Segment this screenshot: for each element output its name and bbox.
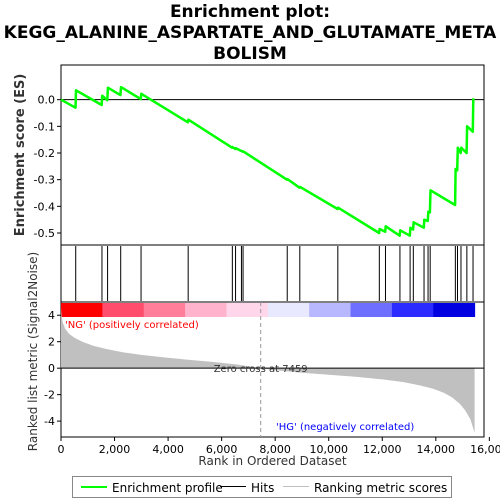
es-y-tick-label: 0.0: [38, 94, 56, 107]
x-tick-label: 2,000: [99, 443, 131, 456]
positive-correlation-label: 'NG' (positively correlated): [65, 320, 199, 331]
x-tick-label: 10,000: [309, 443, 348, 456]
legend-item-ranking-metric: Ranking metric scores: [283, 481, 447, 495]
title-line-3: BOLISM: [213, 44, 287, 64]
colorbar-segment: [143, 303, 186, 317]
title-line-1: Enrichment plot:: [169, 2, 331, 22]
es-y-tick-label: -0.2: [34, 147, 55, 160]
ranking-metric-area: [61, 307, 475, 433]
legend-swatch-gray-line: [283, 486, 309, 487]
metric-y-axis-label: Ranked list metric (Signal2Noise): [26, 252, 40, 451]
hits-plot: [75, 246, 474, 301]
x-tick-label: 14,000: [417, 443, 456, 456]
title-line-2: KEGG_ALANINE_ASPARTATE_AND_GLUTAMATE_MET…: [3, 23, 497, 43]
negative-correlation-label: 'HG' (negatively correlated): [276, 422, 414, 433]
es-y-tick-label: -0.3: [34, 174, 55, 187]
metric-y-tick-label: 2: [48, 336, 55, 349]
colorbar-segment: [185, 303, 227, 317]
ranked-list-plot: Zero cross at 7459 'NG' (positively corre…: [61, 302, 484, 437]
enrichment-profile-line: [60, 85, 475, 237]
x-tick-label: 4,000: [152, 443, 184, 456]
x-tick-label: 16,000: [470, 443, 500, 456]
axes: 0.0 -0.1 -0.2 -0.3 -0.4 -0.5 Enrichment score …: [13, 74, 500, 468]
x-axis-label: Rank in Ordered Dataset: [198, 454, 346, 468]
x-tick-label: 12,000: [363, 443, 402, 456]
legend-label: Hits: [251, 481, 275, 495]
metric-y-tick-label: -2: [44, 389, 55, 402]
zero-cross-label: Zero cross at 7459: [214, 364, 308, 375]
legend-swatch-green-line: [81, 485, 107, 488]
x-tick-label: 8,000: [259, 443, 291, 456]
legend-label: Ranking metric scores: [314, 481, 448, 495]
colorbar-segment: [350, 303, 393, 317]
legend-swatch-black-line: [220, 486, 246, 487]
colorbar-segment: [226, 303, 269, 317]
x-tick-label: 0: [58, 443, 65, 456]
es-y-tick-label: -0.4: [34, 200, 55, 213]
es-plot: [60, 85, 484, 237]
legend-item-enrichment-profile: Enrichment profile: [81, 481, 223, 495]
colorbar-segment: [309, 303, 352, 317]
es-y-tick-label: -0.5: [34, 227, 55, 240]
metric-y-tick-label: 4: [48, 309, 55, 322]
x-tick-label: 6,000: [206, 443, 238, 456]
colorbar-segment: [391, 303, 434, 317]
legend-item-hits: Hits: [220, 481, 274, 495]
legend-label: Enrichment profile: [112, 481, 223, 495]
legend: Enrichment profile Hits Ranking metric s…: [72, 476, 452, 498]
colorbar-segment: [267, 303, 310, 317]
colorbar-segment: [433, 303, 476, 317]
colorbar-segment: [102, 303, 145, 317]
colorbar-segment: [61, 303, 103, 317]
metric-y-tick-label: 0: [48, 362, 55, 375]
ranking-colorbar: [61, 303, 476, 317]
metric-y-tick-label: -4: [44, 415, 55, 428]
es-y-tick-label: -0.1: [34, 120, 55, 133]
es-panel-frame: [60, 64, 485, 246]
es-y-axis-label: Enrichment score (ES): [13, 74, 28, 237]
hits-panel-frame: [60, 244, 485, 303]
